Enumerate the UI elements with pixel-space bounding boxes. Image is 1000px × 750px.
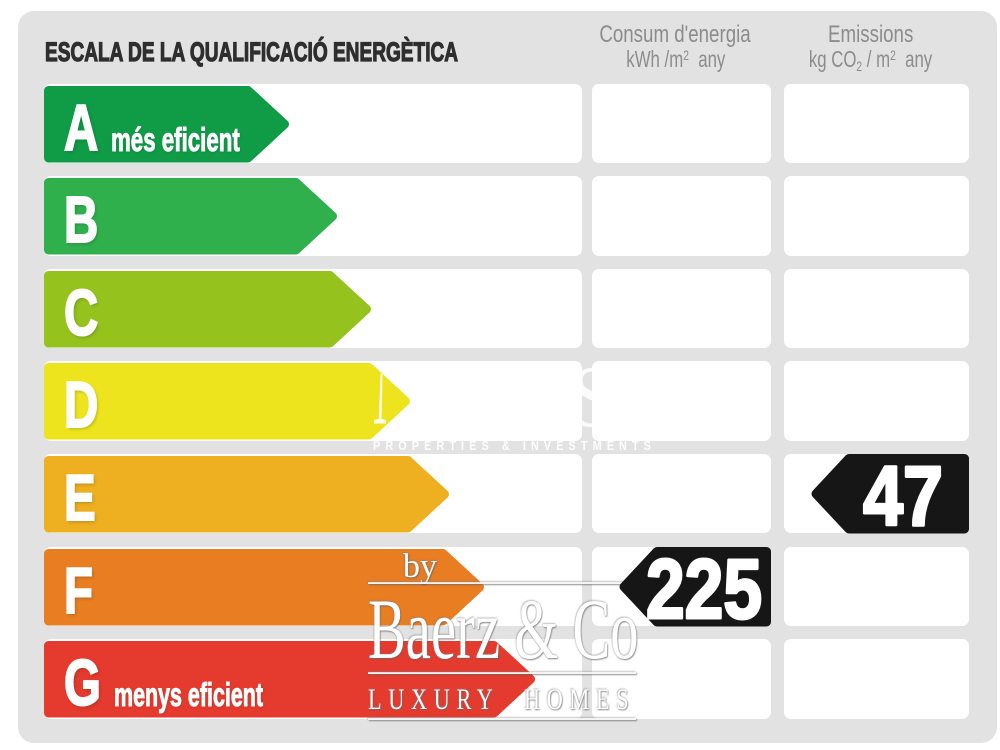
svg-text:LUXURY HOMES: LUXURY HOMES <box>368 682 635 716</box>
svg-text:Baerz & Co: Baerz & Co <box>368 581 639 677</box>
svg-text:by: by <box>403 548 437 585</box>
svg-text:225: 225 <box>646 542 762 636</box>
svg-text:PROPERTIES & INVESTMENTS: PROPERTIES & INVESTMENTS <box>373 438 656 453</box>
svg-text:47: 47 <box>863 449 943 544</box>
